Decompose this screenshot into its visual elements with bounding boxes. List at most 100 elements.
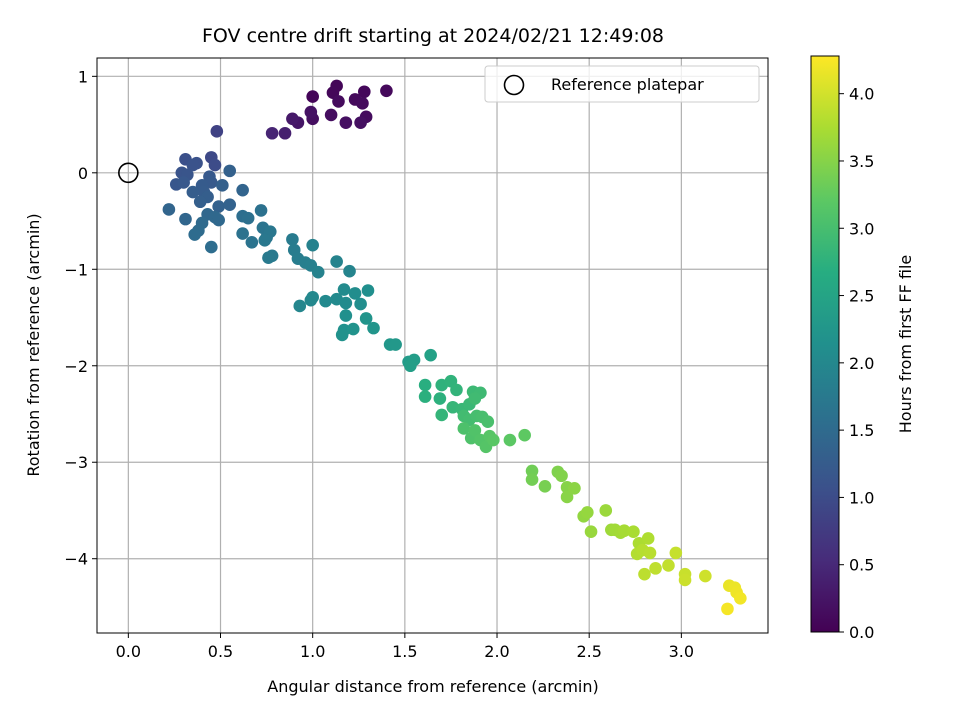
data-point <box>324 108 338 122</box>
data-point <box>584 525 598 538</box>
data-point <box>487 433 500 447</box>
y-tick-label: −3 <box>64 453 88 472</box>
y-tick-label: −1 <box>64 260 88 279</box>
data-point <box>286 112 299 126</box>
colorbar-tick-label: 2.0 <box>849 354 874 373</box>
legend-marker <box>503 74 525 96</box>
data-point <box>641 532 655 545</box>
data-point <box>188 228 202 241</box>
colorbar-ticks: 0.0 0.5 1.0 1.5 2.0 2.5 3.0 3.5 4.0 <box>839 85 874 642</box>
data-point <box>241 211 255 225</box>
data-point <box>236 227 249 240</box>
data-point <box>617 524 631 538</box>
x-axis-label: Angular distance from reference (arcmin) <box>267 677 598 696</box>
colorbar-tick-label: 0.0 <box>849 623 874 642</box>
data-point <box>581 506 594 519</box>
colorbar-tick-label: 0.5 <box>849 556 874 575</box>
data-point <box>258 234 272 247</box>
data-point <box>359 312 373 325</box>
data-point <box>346 322 360 336</box>
data-point <box>223 164 237 178</box>
chart-title: FOV centre drift starting at 2024/02/21 … <box>202 25 664 47</box>
data-point <box>311 265 325 279</box>
y-tick-label: −2 <box>64 357 88 376</box>
legend: Reference platepar <box>484 65 760 103</box>
data-point <box>560 490 574 504</box>
data-point <box>306 238 319 252</box>
data-point <box>721 602 734 616</box>
data-point <box>361 284 375 297</box>
data-points <box>162 79 747 616</box>
data-point <box>568 481 581 495</box>
data-point <box>503 433 517 447</box>
x-tick-label: 0.0 <box>116 642 141 661</box>
data-point <box>662 559 675 572</box>
data-point <box>216 179 229 192</box>
data-point <box>435 408 449 422</box>
data-point <box>734 591 747 605</box>
colorbar-tick-label: 4.0 <box>849 85 874 104</box>
data-point <box>450 383 463 397</box>
data-point <box>627 525 640 538</box>
colorbar-label: Hours from first FF file <box>896 255 915 434</box>
data-point <box>212 200 225 213</box>
x-tick-label: 3.0 <box>669 642 694 661</box>
data-point <box>457 422 471 435</box>
data-point <box>538 480 552 493</box>
data-point <box>518 428 531 442</box>
data-point <box>306 90 319 103</box>
data-point <box>212 213 225 227</box>
data-point <box>481 415 495 429</box>
data-point <box>330 255 343 268</box>
colorbar: 0.0 0.5 1.0 1.5 2.0 2.5 3.0 3.5 4.0 Hours from f… <box>810 55 915 642</box>
data-point <box>293 299 307 313</box>
grid <box>97 58 768 633</box>
data-point <box>335 328 349 342</box>
data-point <box>339 296 353 310</box>
data-point <box>418 390 432 403</box>
colorbar-tick-label: 2.5 <box>849 287 874 306</box>
plot-frame <box>96 57 769 634</box>
data-point <box>433 392 447 405</box>
data-point <box>339 309 353 322</box>
data-point <box>245 235 259 249</box>
data-point <box>254 204 268 217</box>
y-tick-label: 1 <box>78 67 88 86</box>
data-point <box>265 126 279 140</box>
data-point <box>354 297 367 311</box>
colorbar-gradient <box>810 55 840 633</box>
data-point <box>339 116 353 129</box>
data-point <box>643 546 657 560</box>
data-point <box>304 105 318 119</box>
data-point <box>525 464 539 478</box>
data-point <box>204 240 218 254</box>
data-point <box>380 84 393 98</box>
y-axis-label: Rotation from reference (arcmin) <box>24 213 43 476</box>
x-tick-label: 1.0 <box>300 642 325 661</box>
data-point <box>208 158 222 172</box>
data-point <box>236 183 249 197</box>
data-point <box>343 264 356 278</box>
y-tick-label: 0 <box>78 164 88 183</box>
data-point <box>319 294 332 308</box>
data-point <box>418 378 432 392</box>
data-point <box>306 290 319 304</box>
data-point <box>223 198 237 211</box>
data-point <box>638 567 651 581</box>
x-tick-label: 1.5 <box>392 642 417 661</box>
legend-box <box>484 65 760 103</box>
data-point <box>262 251 275 265</box>
data-point <box>356 97 369 110</box>
data-point <box>332 95 345 108</box>
data-point <box>186 158 200 172</box>
data-point <box>162 203 176 216</box>
data-point <box>404 359 417 373</box>
data-point <box>669 546 683 560</box>
reference-platepar-marker <box>118 162 139 184</box>
data-point <box>357 85 371 99</box>
data-point <box>177 176 190 189</box>
data-point <box>389 338 402 351</box>
data-point <box>348 287 362 300</box>
x-tick-label: 2.5 <box>576 642 601 661</box>
